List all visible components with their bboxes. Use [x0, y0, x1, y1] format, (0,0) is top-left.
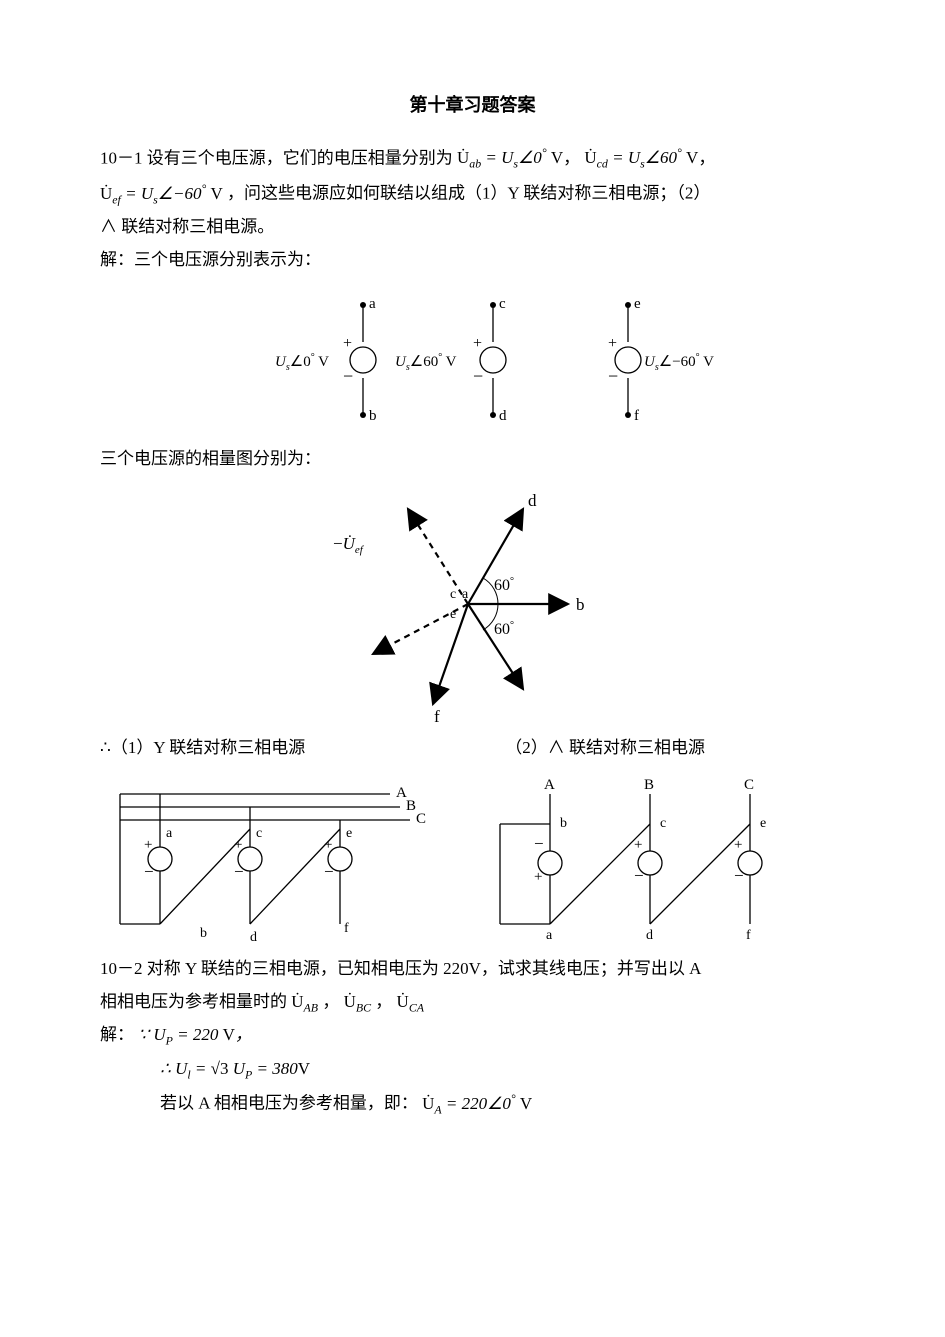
svg-text:a: a [546, 928, 553, 943]
formula-uA: U̇A = 220∠0° V [422, 1094, 532, 1113]
svg-text:−: − [534, 834, 544, 853]
svg-text:B: B [406, 798, 416, 814]
problem-10-2: 10－2 对称 Y 联结的三相电源，已知相电压为 220V，试求其线电压；并写出… [100, 955, 845, 984]
p10-2-eq2: ∴ Ul = √3 UP = 380V [160, 1055, 845, 1085]
delta-circuit-svg: A B C b c e − + + − [480, 769, 810, 949]
svg-text:−: − [144, 862, 154, 881]
svg-text:Us∠60° V: Us∠60° V [395, 352, 457, 373]
page: 第十章习题答案 10－1 设有三个电压源，它们的电压相量分别为 U̇ab = U… [0, 0, 945, 1337]
svg-text:−: − [634, 866, 644, 885]
formula-ucd: U̇cd = Us∠60° V [584, 148, 698, 167]
svg-text:+: + [534, 869, 542, 885]
p10-2-sol-label: 解： [100, 1025, 134, 1044]
svg-text:f: f [344, 921, 349, 936]
svg-text:f: f [746, 928, 751, 943]
svg-text:e: e [760, 816, 766, 831]
svg-text:60°: 60° [494, 620, 514, 638]
svg-text:−: − [324, 862, 334, 881]
svg-text:B: B [644, 777, 654, 793]
sources-svg: + − a b Us∠0° V c d Us∠60° V e [213, 285, 733, 435]
conclusion-1: ∴（1）Y 联结对称三相电源 [100, 734, 305, 763]
svg-text:+: + [144, 837, 152, 853]
svg-text:C: C [744, 777, 754, 793]
svg-text:60°: 60° [494, 576, 514, 594]
svg-text:a: a [369, 296, 376, 312]
formula-uCA: U̇CA [397, 992, 424, 1011]
eq-ul: ∴ Ul = √3 UP = 380V [160, 1059, 310, 1078]
svg-text:b: b [369, 408, 377, 424]
svg-text:e: e [450, 607, 456, 622]
p10-2-ref-text: 若以 A 相相电压为参考相量，即： [160, 1094, 418, 1113]
phasor-svg: b d −U̇ef f c a e [293, 484, 653, 724]
svg-text:f: f [434, 707, 440, 724]
formula-uab: U̇ab = Us∠0° V [457, 148, 563, 167]
phasor-figure: b d −U̇ef f c a e [100, 484, 845, 724]
svg-text:c: c [660, 816, 666, 831]
p10-1-solution-label: 解：三个电压源分别表示为： [100, 246, 845, 275]
svg-text:a: a [462, 587, 469, 602]
page-title: 第十章习题答案 [100, 90, 845, 121]
svg-text:b: b [560, 816, 567, 831]
svg-text:c: c [450, 587, 456, 602]
svg-text:d: d [528, 491, 537, 510]
svg-text:−: − [734, 866, 744, 885]
p10-2-solution: 解： ∵ UP = 220 V， [100, 1021, 845, 1051]
svg-text:b: b [200, 926, 207, 941]
conclusion-2: （2）∧ 联结对称三相电源 [505, 734, 705, 763]
svg-text:d: d [646, 928, 653, 943]
svg-text:A: A [544, 777, 555, 793]
formula-uBC: U̇BC [344, 992, 371, 1011]
problem-10-1-cont: U̇ef = Us∠−60° V ，问这些电源应如何联结以组成（1）Y 联结对称… [100, 178, 845, 209]
svg-text:−U̇ef: −U̇ef [333, 534, 365, 556]
p10-2-ref: 若以 A 相相电压为参考相量，即： U̇A = 220∠0° V [160, 1088, 845, 1119]
svg-text:c: c [499, 296, 506, 312]
svg-text:Us∠0° V: Us∠0° V [275, 352, 329, 373]
y-circuit-svg: A B C a + − c + − [100, 769, 440, 949]
svg-text:b: b [576, 595, 585, 614]
p10-1-lead: 10－1 设有三个电压源，它们的电压相量分别为 [100, 148, 453, 167]
svg-text:e: e [634, 296, 641, 312]
p10-1-line2: ∧ 联结对称三相电源。 [100, 213, 845, 242]
circuits-row: A B C a + − c + − [100, 769, 845, 949]
svg-text:−: − [234, 862, 244, 881]
svg-text:c: c [256, 826, 262, 841]
p10-1-tail: ，问这些电源应如何联结以组成（1）Y 联结对称三相电源；（2） [227, 184, 710, 203]
problem-10-2-line2: 相相电压为参考相量时的 U̇AB ， U̇BC ， U̇CA [100, 988, 845, 1018]
svg-text:d: d [250, 930, 257, 945]
eq-up: ∵ UP = 220 V， [138, 1025, 252, 1044]
formula-uAB: U̇AB [291, 992, 318, 1011]
svg-text:C: C [416, 811, 426, 827]
svg-text:d: d [499, 408, 507, 424]
problem-10-1: 10－1 设有三个电压源，它们的电压相量分别为 U̇ab = Us∠0° V， … [100, 143, 845, 174]
p10-2-line2-text: 相相电压为参考相量时的 [100, 992, 291, 1011]
svg-text:a: a [166, 826, 173, 841]
formula-uef: U̇ef = Us∠−60° V [100, 184, 223, 203]
conclusions-row: ∴（1）Y 联结对称三相电源 （2）∧ 联结对称三相电源 [100, 734, 845, 763]
voltage-sources-figure: + − a b Us∠0° V c d Us∠60° V e [100, 285, 845, 435]
svg-text:e: e [346, 826, 352, 841]
svg-text:f: f [634, 408, 639, 424]
phasor-caption: 三个电压源的相量图分别为： [100, 445, 845, 474]
svg-text:Us∠−60° V: Us∠−60° V [644, 352, 714, 373]
